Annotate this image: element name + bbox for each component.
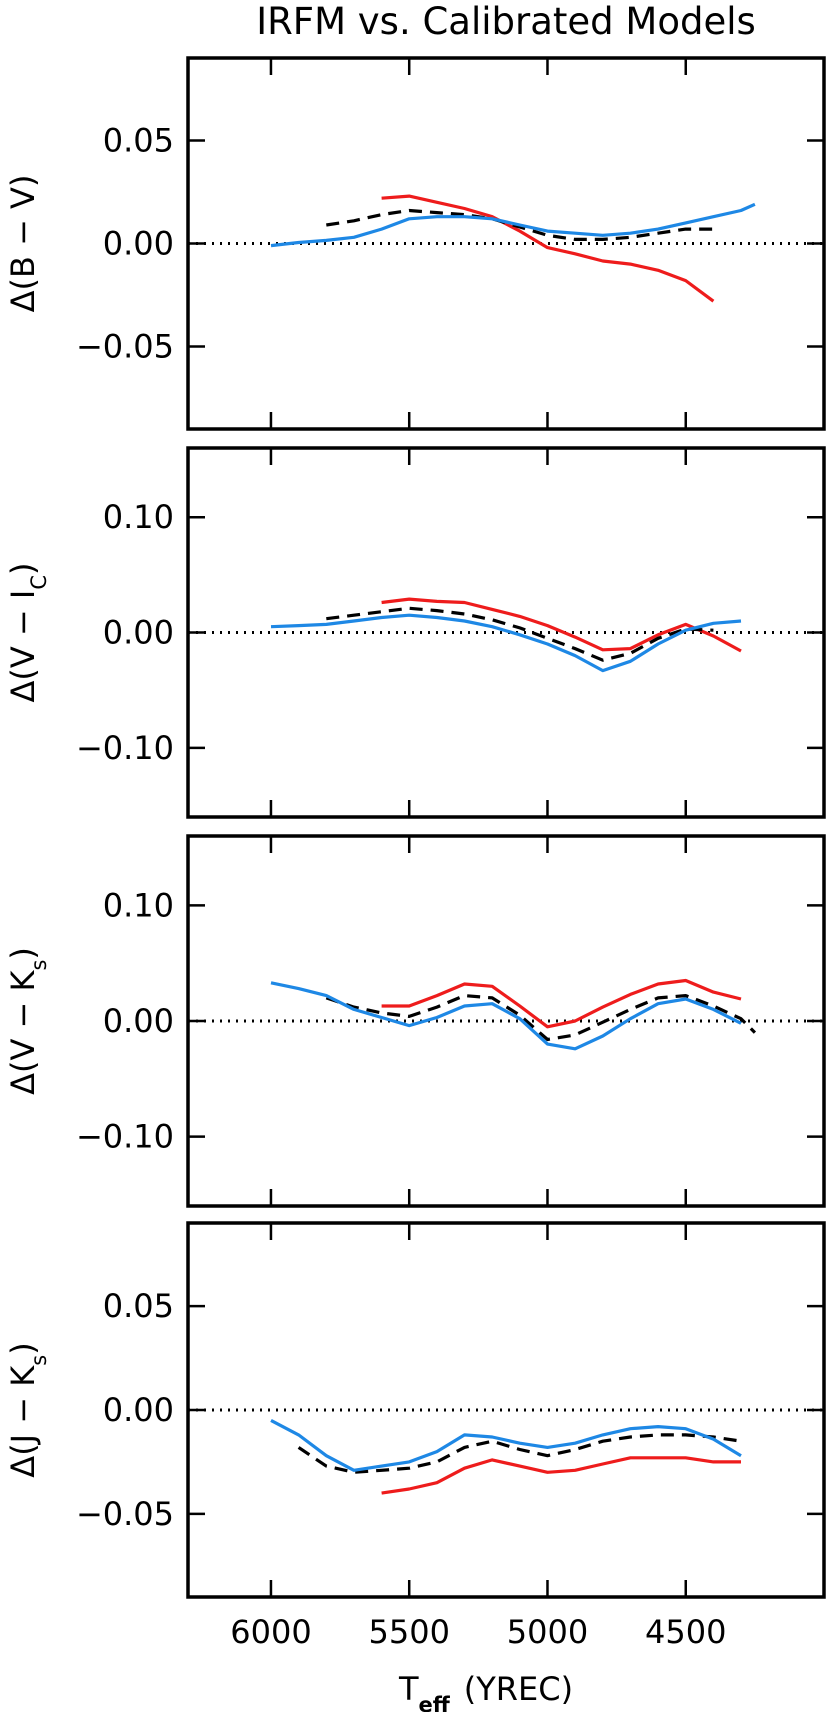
x-tick-label: 4500 [645,1613,726,1651]
y-axis-label: Δ(V − Ks) [4,947,51,1095]
y-axis-label-part: ) [4,562,42,574]
series-line [297,1433,742,1474]
x-tick-label: 6000 [230,1613,311,1651]
chart-title: IRFM vs. Calibrated Models [256,0,756,43]
y-axis-label-part: s [27,960,51,971]
plot-frame [186,1221,826,1599]
y-tick-label: 0.10 [103,886,174,924]
x-axis-label-part: T [398,1670,419,1708]
y-tick-label: −0.10 [76,729,174,767]
y-axis-label-part: Δ(J − K [4,1365,42,1478]
x-tick-label: 5500 [368,1613,449,1651]
series-line [270,981,742,1051]
series-line [381,1456,741,1495]
series-line [270,202,756,248]
y-tick-label: 0.05 [103,121,174,159]
y-axis-label-part: Δ(B − V) [4,175,42,313]
y-tick-label: −0.05 [76,1495,174,1533]
series-line [381,597,742,653]
y-tick-label: −0.05 [76,328,174,366]
y-tick-label: 0.00 [103,225,174,263]
x-axis-label-part: eff [418,1693,450,1712]
y-axis-label-part: C [27,575,51,590]
plot-frame [186,446,826,819]
series-line [270,613,742,673]
y-axis-label-part: ) [4,1342,42,1354]
series-line [381,194,715,303]
series-line [326,208,714,241]
y-axis-label-part: Δ(V − I [4,590,42,703]
plot-frame [186,834,826,1208]
y-axis-label: Δ(B − V) [4,175,42,313]
y-axis-label-part: s [27,1355,51,1366]
y-axis-label: Δ(V − IC) [4,562,51,702]
y-tick-label: −0.10 [76,1118,174,1156]
y-tick-label: 0.00 [103,1391,174,1429]
series-line [326,606,714,662]
x-tick-label: 5000 [507,1613,588,1651]
y-tick-label: 0.00 [103,614,174,652]
y-tick-label: 0.00 [103,1002,174,1040]
y-axis-label-part: Δ(V − K [4,970,42,1095]
x-axis-label-part: (YREC) [464,1670,573,1708]
y-axis-label-part: ) [4,947,42,959]
series-line [381,978,742,1029]
y-axis-label: Δ(J − Ks) [4,1342,51,1477]
series-line [325,994,757,1042]
y-tick-label: 0.10 [103,498,174,536]
series-line [270,1418,742,1472]
x-axis-label: Teff (YREC) [398,1670,573,1712]
y-tick-label: 0.05 [103,1287,174,1325]
